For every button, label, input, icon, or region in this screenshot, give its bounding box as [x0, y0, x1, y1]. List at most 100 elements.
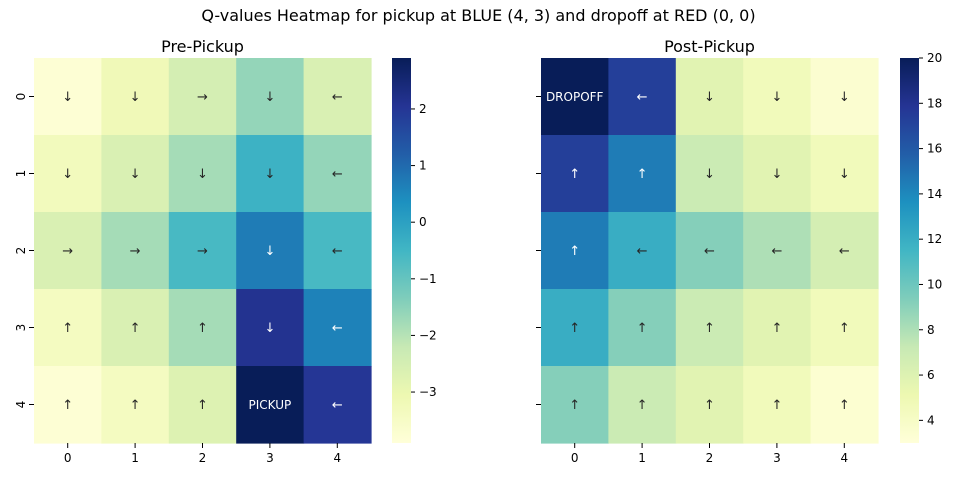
cell-annotation: ↓	[704, 90, 715, 105]
heatmap-cell	[236, 212, 305, 290]
cell-annotation: ↓	[771, 167, 782, 182]
cell-annotation: ↑	[771, 321, 782, 336]
colorbar	[900, 58, 919, 443]
colorbar-tick-label: 8	[927, 323, 935, 337]
heatmap-cell	[541, 135, 609, 213]
heatmap-cell	[236, 58, 305, 136]
cell-annotation: PICKUP	[249, 398, 292, 412]
colorbar-tick-label: 10	[927, 277, 942, 291]
heatmap-cell	[608, 366, 677, 444]
heatmap-cell	[810, 58, 879, 136]
heatmap-cell	[810, 289, 879, 367]
cell-annotation: ↑	[771, 398, 782, 413]
cell-annotation: →	[197, 244, 208, 259]
cell-annotation: →	[62, 244, 73, 259]
heatmap-cell	[101, 58, 170, 136]
heatmap-cell	[236, 366, 305, 444]
cell-annotation: ↑	[62, 321, 73, 336]
cell-annotation: →	[197, 90, 208, 105]
heatmap-cell	[810, 135, 879, 213]
cell-annotation: ←	[332, 244, 343, 259]
cell-annotation: ↑	[62, 398, 73, 413]
colorbar-tick-label: 2	[419, 102, 427, 116]
colorbar-tick-label: 4	[927, 413, 935, 427]
cell-annotation: ↑	[569, 321, 580, 336]
heatmap-cell	[303, 58, 372, 136]
cell-annotation: ↑	[839, 398, 850, 413]
heatmap-cell	[34, 212, 102, 290]
cell-annotation: ↑	[197, 398, 208, 413]
x-tick-label: 4	[333, 451, 341, 465]
colorbar-tick-label: 12	[927, 232, 942, 246]
heatmap-cell	[34, 289, 102, 367]
cell-annotation: ↑	[130, 398, 141, 413]
cell-annotation: ↑	[130, 321, 141, 336]
heatmap-cell	[303, 366, 372, 444]
heatmap-cell	[608, 289, 677, 367]
cell-annotation: ←	[771, 244, 782, 259]
cell-annotation: ←	[637, 90, 648, 105]
heatmap-cell	[675, 135, 744, 213]
heatmap-cell	[303, 135, 372, 213]
colorbar-tick-label: 1	[419, 159, 427, 173]
cell-annotation: ↓	[62, 167, 73, 182]
colorbar	[392, 58, 411, 443]
x-tick-label: 1	[638, 451, 646, 465]
y-tick-label: 4	[14, 401, 28, 409]
heatmap-cell	[34, 366, 102, 444]
heatmap-cell	[541, 289, 609, 367]
cell-annotation: ↑	[569, 398, 580, 413]
cell-annotation: ↓	[264, 167, 275, 182]
heatmap-cell	[675, 212, 744, 290]
y-tick-label: 2	[14, 247, 28, 255]
subplot-title: Post-Pickup	[664, 37, 755, 56]
x-tick-label: 1	[131, 451, 139, 465]
heatmap-cell	[541, 58, 609, 136]
heatmap-cell	[101, 289, 170, 367]
cell-annotation: →	[130, 244, 141, 259]
heatmap-cell	[101, 366, 170, 444]
x-tick-label: 3	[773, 451, 781, 465]
heatmap-cell	[168, 135, 237, 213]
cell-annotation: ↓	[62, 90, 73, 105]
cell-annotation: ←	[332, 321, 343, 336]
heatmap-cell	[101, 212, 170, 290]
heatmap-cell	[675, 366, 744, 444]
heatmap-cell	[34, 135, 102, 213]
cell-annotation: ←	[332, 90, 343, 105]
cell-annotation: ↑	[704, 321, 715, 336]
heatmap-cell	[236, 289, 305, 367]
heatmap-cell	[101, 135, 170, 213]
x-tick-label: 0	[64, 451, 72, 465]
heatmap-cell	[168, 366, 237, 444]
cell-annotation: ←	[332, 167, 343, 182]
cell-annotation: ↓	[130, 167, 141, 182]
cell-annotation: ↓	[130, 90, 141, 105]
heatmap-cell	[743, 58, 812, 136]
cell-annotation: ↑	[839, 321, 850, 336]
cell-annotation: ←	[637, 244, 648, 259]
colorbar-tick-label: −1	[419, 272, 437, 286]
cell-annotation: ↓	[197, 167, 208, 182]
cell-annotation: ↑	[637, 167, 648, 182]
x-tick-label: 2	[199, 451, 207, 465]
heatmap-cell	[810, 366, 879, 444]
cell-annotation: ↑	[569, 244, 580, 259]
heatmap-cell	[743, 366, 812, 444]
heatmap-cell	[303, 212, 372, 290]
cell-annotation: ↓	[839, 90, 850, 105]
cell-annotation: ←	[332, 398, 343, 413]
y-tick-label: 3	[14, 324, 28, 332]
cell-annotation: ←	[704, 244, 715, 259]
colorbar-tick-label: −2	[419, 328, 437, 342]
cell-annotation: ↑	[637, 321, 648, 336]
cell-annotation: ↓	[264, 244, 275, 259]
cell-annotation: ↓	[264, 321, 275, 336]
colorbar-tick-label: 18	[927, 96, 942, 110]
colorbar-tick-label: −3	[419, 385, 437, 399]
heatmap-cell	[541, 212, 609, 290]
cell-annotation: ↓	[839, 167, 850, 182]
heatmap-cell	[675, 58, 744, 136]
y-tick-label: 1	[14, 170, 28, 178]
